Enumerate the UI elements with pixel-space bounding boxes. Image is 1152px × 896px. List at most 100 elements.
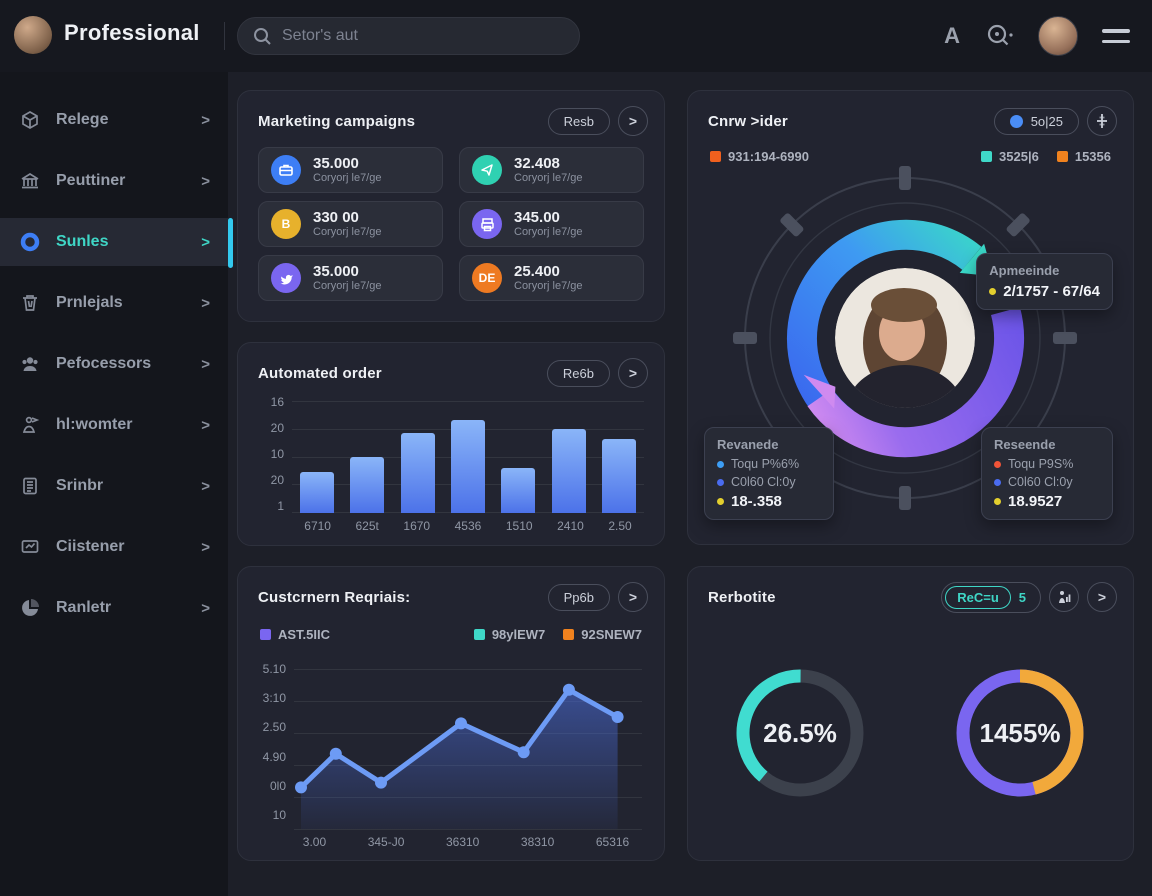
chevron-right-icon[interactable]: >	[201, 355, 210, 373]
blue-dot-icon	[717, 460, 724, 468]
purple-arrowhead-icon	[803, 374, 836, 409]
add-button[interactable]	[1087, 106, 1117, 136]
stat-tile[interactable]: DE 25.400 Coryorj le7/ge	[459, 255, 644, 301]
sidebar-item-label: Ranletr	[56, 599, 112, 616]
stat-tile[interactable]: 345.00 Coryorj le7/ge	[459, 201, 644, 247]
search-bar[interactable]	[237, 17, 580, 55]
chevron-right-icon[interactable]: >	[201, 294, 210, 312]
bar	[400, 433, 435, 513]
search-input[interactable]	[282, 27, 565, 45]
reseende-tooltip: Reseende Toqu P9S% C0l60 Cl:0y 18.9527	[981, 427, 1113, 520]
tile-label: Coryorj le7/ge	[313, 172, 382, 184]
stat-tile[interactable]: 35.000 Coryorj le7/ge	[258, 147, 443, 193]
zoom-search-icon[interactable]	[984, 21, 1014, 51]
legend-item: 98ylEW7	[473, 627, 545, 642]
bar-x-axis: 6710 625t 1670 4536 1510 2410 2.50	[304, 519, 632, 533]
stat-tile[interactable]: 35.000 Coryorj le7/ge	[258, 255, 443, 301]
sidebar-item-label: hl:womter	[56, 416, 133, 433]
chevron-right-icon[interactable]: >	[201, 599, 210, 617]
tile-value: 25.400	[514, 263, 560, 280]
user-avatar[interactable]	[1038, 16, 1078, 56]
tile-label: Coryorj le7/ge	[514, 226, 583, 238]
tooltip-value: 2/1757 - 67/64	[1003, 283, 1100, 300]
divider	[224, 22, 225, 50]
revanede-tooltip: Revanede Toqu P%6% C0l60 Cl:0y 18-.358	[704, 427, 834, 520]
card-title: Rerbotite	[708, 588, 776, 606]
sidebar-item-ranletr[interactable]: Ranletr >	[0, 584, 228, 632]
letters-icon: DE	[472, 263, 502, 293]
count-badge[interactable]: 5o|25	[993, 107, 1079, 135]
stat-tile[interactable]: B 330 00 Coryorj le7/ge	[258, 201, 443, 247]
sidebar-item-label: Pefocessors	[56, 355, 152, 372]
plus-slider-icon	[1097, 114, 1107, 128]
bank-icon	[21, 172, 39, 189]
tooltip-title: Revanede	[717, 437, 779, 452]
chevron-right-icon[interactable]: >	[201, 111, 210, 129]
yellow-dot-icon	[989, 288, 997, 295]
bitcoin-icon: B	[271, 209, 301, 239]
circle-icon	[20, 232, 40, 252]
chevron-right-icon[interactable]: >	[201, 477, 210, 495]
sidebar-item-srinbr[interactable]: Srinbr >	[0, 462, 228, 510]
sidebar-item-prnlejals[interactable]: Prnlejals >	[0, 279, 228, 327]
pie-chart-icon	[22, 599, 39, 616]
recu-badge[interactable]: ReC=u 5	[941, 581, 1041, 613]
tile-value: 345.00	[514, 209, 560, 226]
sidebar-item-label: Srinbr	[56, 477, 104, 494]
tooltip-title: Apmeeinde	[989, 263, 1060, 278]
card-title: Custcrnern Reqriais:	[258, 588, 411, 606]
printer-icon	[472, 209, 502, 239]
tile-value: 330 00	[313, 209, 359, 226]
expand-arrow-button[interactable]: >	[618, 106, 648, 136]
recu-count: 5	[1018, 589, 1026, 605]
tile-value: 35.000	[313, 155, 359, 172]
sidebar-item-ciistener[interactable]: Ciistener >	[0, 523, 228, 571]
chevron-right-icon[interactable]: >	[201, 416, 210, 434]
sidebar-item-sunles[interactable]: Sunles >	[0, 218, 228, 266]
font-size-icon[interactable]: A	[944, 23, 960, 48]
bar	[501, 468, 536, 513]
stat-tile[interactable]: 32.408 Coryorj le7/ge	[459, 147, 644, 193]
sidebar-item-relege[interactable]: Relege >	[0, 96, 228, 144]
expand-arrow-button[interactable]: >	[1087, 582, 1117, 612]
sidebar-item-pefocessors[interactable]: Pefocessors >	[0, 340, 228, 388]
card-title: Marketing campaigns	[258, 112, 416, 130]
legend-item: 3525|6	[981, 149, 1039, 164]
chevron-right-icon[interactable]: >	[201, 538, 210, 556]
inner-guide-circle	[769, 202, 1041, 474]
pp6b-button[interactable]: Pp6b	[547, 583, 610, 611]
sidebar-item-peuttiner[interactable]: Peuttiner >	[0, 157, 228, 205]
data-points	[295, 683, 624, 794]
sidebar-item-label: Sunles	[56, 233, 109, 250]
card-title: Cnrw >ider	[708, 112, 788, 130]
send-icon	[472, 155, 502, 185]
briefcase-icon	[271, 155, 301, 185]
bar-y-axis: 16 20 10 20 1	[270, 395, 284, 513]
resb-button[interactable]: Resb	[547, 107, 610, 135]
presentation-button[interactable]	[1049, 582, 1079, 612]
tile-value: 32.408	[514, 155, 560, 172]
red-dot-icon	[994, 460, 1001, 468]
yellow-dot-icon	[994, 498, 1001, 505]
tile-label: Coryorj le7/ge	[514, 280, 583, 292]
expand-arrow-button[interactable]: >	[618, 582, 648, 612]
customer-requests-card: Custcrnern Reqriais: Pp6b > AST.5IIC 98y…	[237, 566, 665, 861]
apmeeinde-tooltip: Apmeeinde 2/1757 - 67/64	[976, 253, 1113, 310]
menu-icon[interactable]	[1102, 29, 1130, 43]
tile-label: Coryorj le7/ge	[313, 280, 382, 292]
guide-handles[interactable]	[733, 166, 1077, 510]
chevron-right-icon[interactable]: >	[201, 233, 210, 251]
users-icon	[22, 357, 38, 371]
bar	[350, 457, 385, 513]
marketing-campaigns-card: Marketing campaigns Resb > 35.000 Coryor…	[237, 90, 665, 322]
bar	[551, 429, 586, 513]
bar	[450, 420, 485, 513]
sidebar-item-hlwomter[interactable]: hl:womter >	[0, 401, 228, 449]
blue-dot-icon	[717, 478, 724, 486]
expand-arrow-button[interactable]: >	[618, 358, 648, 388]
cycle-diagram	[733, 166, 1077, 510]
chevron-right-icon[interactable]: >	[201, 172, 210, 190]
sidebar-item-label: Peuttiner	[56, 172, 126, 189]
re6b-button[interactable]: Re6b	[546, 359, 610, 387]
sidebar-item-label: Prnlejals	[56, 294, 123, 311]
